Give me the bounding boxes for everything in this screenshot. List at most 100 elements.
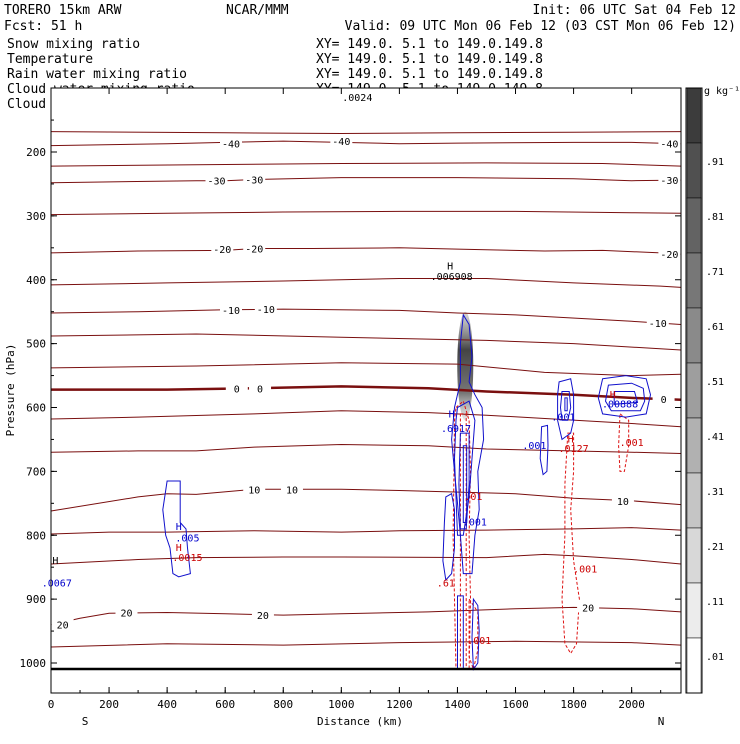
point-label: .0067 — [42, 578, 72, 589]
rain-contour — [618, 412, 630, 472]
contour-label: -40 — [332, 137, 350, 148]
colorbar-block — [686, 637, 702, 694]
temperature-contour — [50, 362, 682, 377]
contour-label: 10 — [286, 485, 298, 496]
field-xy: XY= 149.0. 5.1 to 149.0.149.8 — [316, 37, 543, 52]
contour-label: 20 — [257, 611, 269, 622]
valid-time: Valid: 09 UTC Mon 06 Feb 12 (03 CST Mon … — [345, 19, 736, 34]
contour-label: 20 — [120, 609, 132, 620]
contour-label-bg — [220, 303, 242, 315]
x-tick-label: 200 — [99, 698, 119, 711]
contour-label: 0 — [257, 384, 263, 395]
contour-label: -10 — [257, 305, 275, 316]
plot-frame — [50, 87, 682, 694]
contour-label: -40 — [222, 140, 240, 151]
temperature-contour — [50, 140, 682, 147]
y-tick-label: 600 — [26, 402, 46, 415]
temperature-contour — [50, 410, 682, 428]
point-labels: .0024H.006908H.6917.001.001H.0127.001H.0… — [42, 93, 644, 647]
cloud-water-contour — [557, 378, 575, 441]
cloud-water-contours — [162, 313, 652, 671]
contour-label-bg — [577, 601, 600, 613]
point-label: .61 — [437, 578, 455, 589]
contour-label-bg — [611, 494, 634, 506]
contour-label-bg — [280, 483, 303, 495]
x-tick-label: 1800 — [560, 698, 587, 711]
contour-label-bg — [51, 618, 74, 630]
cloud-water-contour — [471, 597, 480, 671]
model-title: TORERO 15km ARW — [4, 3, 122, 18]
contour-label: -20 — [245, 244, 263, 255]
point-label: H — [176, 543, 182, 554]
temperature-contour — [50, 553, 682, 565]
point-label: .001 — [620, 438, 644, 449]
contour-label-bg — [330, 135, 353, 147]
colorbar-block — [686, 362, 702, 419]
x-tick-label: 1000 — [328, 698, 355, 711]
point-label: H — [449, 410, 455, 421]
colorbar-block — [686, 142, 702, 199]
y-tick-label: 700 — [26, 465, 46, 478]
temperature-contour — [50, 333, 682, 351]
point-label: H — [52, 556, 58, 567]
contour-label-bg — [658, 174, 681, 186]
contour-label: 0 — [234, 384, 240, 395]
temperature-contour — [51, 385, 682, 402]
temperature-contour — [50, 308, 682, 325]
contour-label: -40 — [660, 140, 678, 151]
contour-label-bg — [243, 242, 266, 254]
contour-label: 0 — [661, 395, 667, 406]
contour-label: -30 — [245, 175, 263, 186]
cloud-water-contour — [597, 375, 652, 418]
x-tick-label: 2000 — [618, 698, 645, 711]
forecast-hour: Fcst: 51 h — [4, 19, 82, 34]
field-name: Snow mixing ratio — [7, 37, 140, 52]
contour-label: -10 — [222, 306, 240, 317]
contour-label-bg — [205, 174, 228, 186]
colorbar-block — [686, 527, 702, 584]
cloud-water-contour — [458, 432, 470, 530]
colorbar-block — [686, 307, 702, 364]
colorbar-level-label: .01 — [706, 652, 724, 663]
colorbar-level-label: .61 — [706, 322, 724, 333]
field-xy: XY= 149.0. 5.1 to 149.0.149.8 — [316, 52, 543, 67]
point-label: .01 — [464, 492, 482, 503]
temperature-contour — [50, 278, 682, 288]
x-tick-label: 400 — [157, 698, 177, 711]
colorbar-level-label: .71 — [706, 267, 724, 278]
point-label: .001 — [522, 441, 546, 452]
rain-contour — [561, 432, 580, 655]
x-tick-label: 1600 — [502, 698, 529, 711]
colorbar-level-label: .31 — [706, 487, 724, 498]
colorbar: g kg⁻¹ .01 .11 .21 .31 .41 .51 .61 .71 .81 .91 — [685, 86, 740, 694]
field-name: Temperature — [7, 52, 93, 67]
x-end-right: N — [658, 715, 665, 728]
point-label: .0015 — [172, 553, 202, 564]
init-time: Init: 06 UTC Sat 04 Feb 12 — [533, 3, 737, 18]
colorbar-block — [686, 197, 702, 254]
contour-label-bg — [254, 303, 277, 315]
contour-label: 20 — [57, 621, 69, 632]
temperature-contour — [50, 162, 682, 167]
point-label: H — [447, 262, 453, 273]
contour-label-bg — [243, 483, 266, 495]
x-axis-ticks: 0 200 400 600 800 1000 1200 1400 1600 1800 2000 — [48, 88, 662, 711]
colorbar-level-label: .21 — [706, 542, 724, 553]
point-label: .00888 — [602, 400, 638, 411]
contour-label: -30 — [660, 176, 678, 187]
point-label: .0024 — [342, 93, 372, 104]
contour-label: 20 — [582, 603, 594, 614]
cloud-water-contour — [559, 391, 572, 421]
cloud-water-contour — [564, 397, 568, 412]
cloud-water-contour — [451, 313, 485, 575]
cloud-water-contour — [462, 445, 468, 523]
colorbar-level-label: .81 — [706, 212, 724, 223]
field-xy: XY= 149.0. 5.1 to 149.0.149.8 — [316, 67, 543, 82]
cloud-water-contour — [613, 391, 639, 405]
contour-label: 10 — [617, 497, 629, 508]
y-tick-label: 400 — [26, 274, 46, 287]
rain-contour — [468, 597, 479, 672]
contour-label-bg — [646, 317, 669, 329]
x-end-left: S — [82, 715, 89, 728]
